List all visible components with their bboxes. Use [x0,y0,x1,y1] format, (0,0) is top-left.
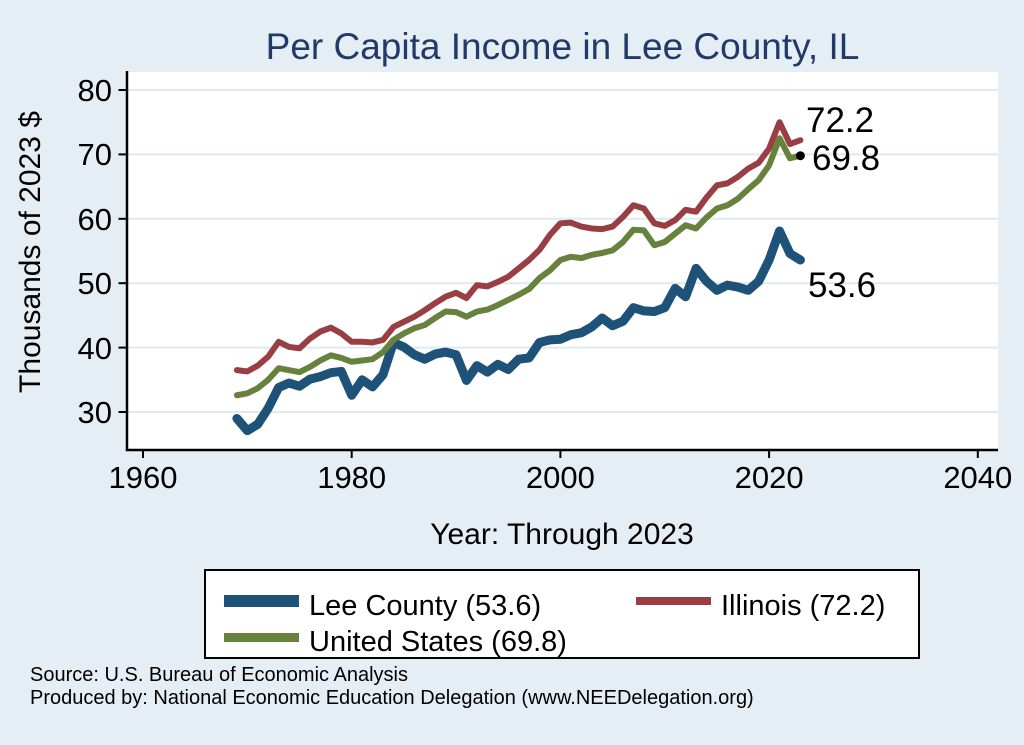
y-tick-label: 40 [78,331,112,366]
series-line-lee-county [232,226,805,436]
x-tick-label: 2000 [526,460,595,495]
lee-county-end-label: 53.6 [808,266,876,305]
source-line: Source: U.S. Bureau of Economic Analysis [30,664,408,686]
lee-county-swatch [224,595,299,607]
produced-by-line: Produced by: National Economic Education… [30,687,754,709]
united-states-legend-label: United States (69.8) [309,626,567,658]
chart-title: Per Capita Income in Lee County, IL [265,26,860,67]
series-line-united-states [233,135,804,399]
y-tick-label: 60 [78,202,112,237]
y-tick-label: 50 [78,266,112,301]
united-states-swatch [224,633,299,642]
illinois-end-label: 72.2 [806,101,874,140]
y-tick-label: 30 [78,395,112,430]
end-marker-dot [795,151,805,161]
x-tick-label: 1960 [109,460,178,495]
x-tick-label: 2020 [735,460,804,495]
series-layer [118,71,998,458]
series-line-illinois [233,119,804,375]
united-states-end-label: 69.8 [812,139,880,178]
y-axis-title: Thousands of 2023 $ [14,111,47,393]
x-axis-title: Year: Through 2023 [430,518,694,551]
illinois-legend-label: Illinois (72.2) [721,590,886,622]
lee-county-legend-label: Lee County (53.6) [309,590,542,622]
x-tick-label: 1980 [317,460,386,495]
y-tick-label: 80 [78,73,112,108]
x-tick-label: 2040 [943,460,1012,495]
footer: Source: U.S. Bureau of Economic Analysis… [30,664,754,710]
y-tick-label: 70 [78,137,112,172]
illinois-swatch [636,597,711,605]
legend-box: Lee County (53.6) Illinois (72.2) United… [204,569,920,659]
